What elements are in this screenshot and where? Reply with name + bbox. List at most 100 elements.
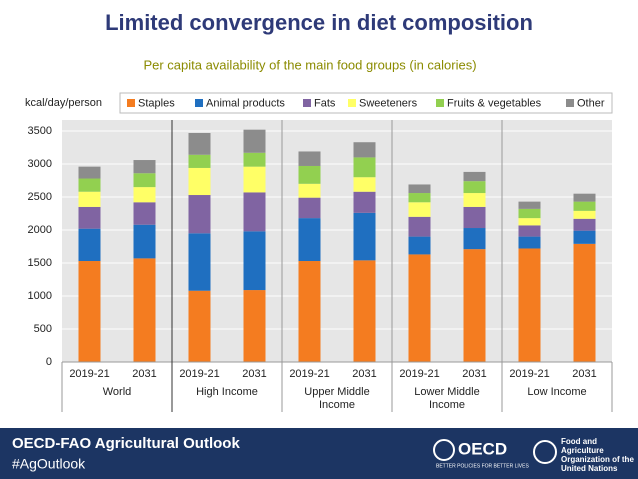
bar-segment <box>463 181 486 194</box>
legend-label: Staples <box>138 97 175 109</box>
x-tick-label: 2031 <box>572 368 596 380</box>
bar-segment <box>188 195 211 234</box>
bar-segment <box>408 254 431 362</box>
bar-segment <box>463 171 486 182</box>
bar-segment <box>573 201 596 211</box>
bar-segment <box>353 142 376 158</box>
fao-logo <box>533 440 557 464</box>
bar-segment <box>78 191 101 207</box>
bar-segment <box>78 166 101 179</box>
x-tick-label: 2031 <box>242 368 266 380</box>
bar-segment <box>243 166 266 193</box>
bar-segment <box>133 224 156 259</box>
bar-segment <box>78 228 101 262</box>
legend-swatch <box>303 99 311 107</box>
bar-segment <box>133 187 156 203</box>
bar-segment <box>133 173 156 188</box>
x-tick-label: 2019-21 <box>289 368 329 380</box>
group-label: World <box>102 386 132 398</box>
bar-segment <box>573 243 596 362</box>
fao-name: Food and Agriculture Organization of the… <box>561 437 634 471</box>
bar-segment <box>573 210 596 219</box>
x-tick-label: 2031 <box>132 368 156 380</box>
legend-swatch <box>348 99 356 107</box>
oecd-name: OECD <box>458 439 507 458</box>
group-label: Low Income <box>527 386 587 398</box>
bar-segment <box>518 225 541 237</box>
x-tick-label: 2019-21 <box>69 368 109 380</box>
legend-label: Sweeteners <box>359 97 418 109</box>
bar-segment <box>78 178 101 192</box>
x-tick-label: 2031 <box>352 368 376 380</box>
bar-segment <box>463 193 486 207</box>
oecd-tagline: BETTER POLICIES FOR BETTER LIVES <box>436 463 529 469</box>
y-tick-label: 2500 <box>28 191 52 203</box>
bar-segment <box>463 206 486 229</box>
legend-label: Other <box>577 97 605 109</box>
y-tick-label: 3500 <box>28 125 52 137</box>
bar-segment <box>188 290 211 362</box>
legend-label: Animal products <box>206 97 285 109</box>
bar-segment <box>408 184 431 194</box>
bar-segment <box>298 151 321 166</box>
legend-label: Fruits & vegetables <box>447 97 542 109</box>
oecd-logo <box>433 439 455 461</box>
bar-segment <box>573 193 596 202</box>
bar-segment <box>133 258 156 362</box>
y-tick-label: 500 <box>34 323 52 335</box>
y-axis-label: kcal/day/person <box>25 97 102 109</box>
bar-segment <box>518 218 541 226</box>
footer-hashtag: #AgOutlook <box>12 456 86 472</box>
x-tick-label: 2019-21 <box>179 368 219 380</box>
group-label: High Income <box>196 386 258 398</box>
bar-segment <box>188 154 211 168</box>
bar-segment <box>243 129 266 153</box>
bar-segment <box>463 249 486 362</box>
bar-segment <box>243 231 266 291</box>
bar-segment <box>243 152 266 167</box>
bar-segment <box>408 216 431 237</box>
bar-segment <box>518 236 541 249</box>
bar-segment <box>78 206 101 229</box>
bar-segment <box>353 260 376 362</box>
group-label: Upper Middle Income <box>304 386 370 411</box>
bar-segment <box>353 212 376 261</box>
y-tick-label: 1500 <box>28 257 52 269</box>
bar-segment <box>408 193 431 203</box>
bar-segment <box>463 228 486 250</box>
bar-segment <box>298 183 321 198</box>
bar-segment <box>408 236 431 255</box>
bar-segment <box>188 233 211 291</box>
bar-segment <box>518 248 541 362</box>
bar-segment <box>188 167 211 196</box>
x-tick-label: 2019-21 <box>509 368 549 380</box>
bar-segment <box>243 290 266 362</box>
legend-swatch <box>195 99 203 107</box>
bar-segment <box>133 202 156 225</box>
group-label: Lower Middle Income <box>414 386 480 411</box>
chart-title: Limited convergence in diet composition <box>105 10 533 35</box>
x-tick-label: 2019-21 <box>399 368 439 380</box>
bar-segment <box>573 218 596 231</box>
bar-segment <box>353 191 376 213</box>
footer-band <box>0 428 638 479</box>
legend-box <box>119 92 613 114</box>
bar-segment <box>298 261 321 362</box>
legend-swatch <box>436 99 444 107</box>
footer-title: OECD-FAO Agricultural Outlook <box>12 435 240 452</box>
bar-segment <box>188 132 211 155</box>
bar-segment <box>518 208 541 219</box>
legend-swatch <box>566 99 574 107</box>
y-tick-label: 3000 <box>28 158 52 170</box>
bar-segment <box>408 202 431 217</box>
bar-segment <box>573 230 596 244</box>
x-tick-label: 2031 <box>462 368 486 380</box>
y-tick-label: 2000 <box>28 224 52 236</box>
legend-swatch <box>127 99 135 107</box>
bar-segment <box>133 160 156 174</box>
bar-segment <box>353 177 376 192</box>
bar-segment <box>353 157 376 178</box>
y-tick-label: 1000 <box>28 290 52 302</box>
